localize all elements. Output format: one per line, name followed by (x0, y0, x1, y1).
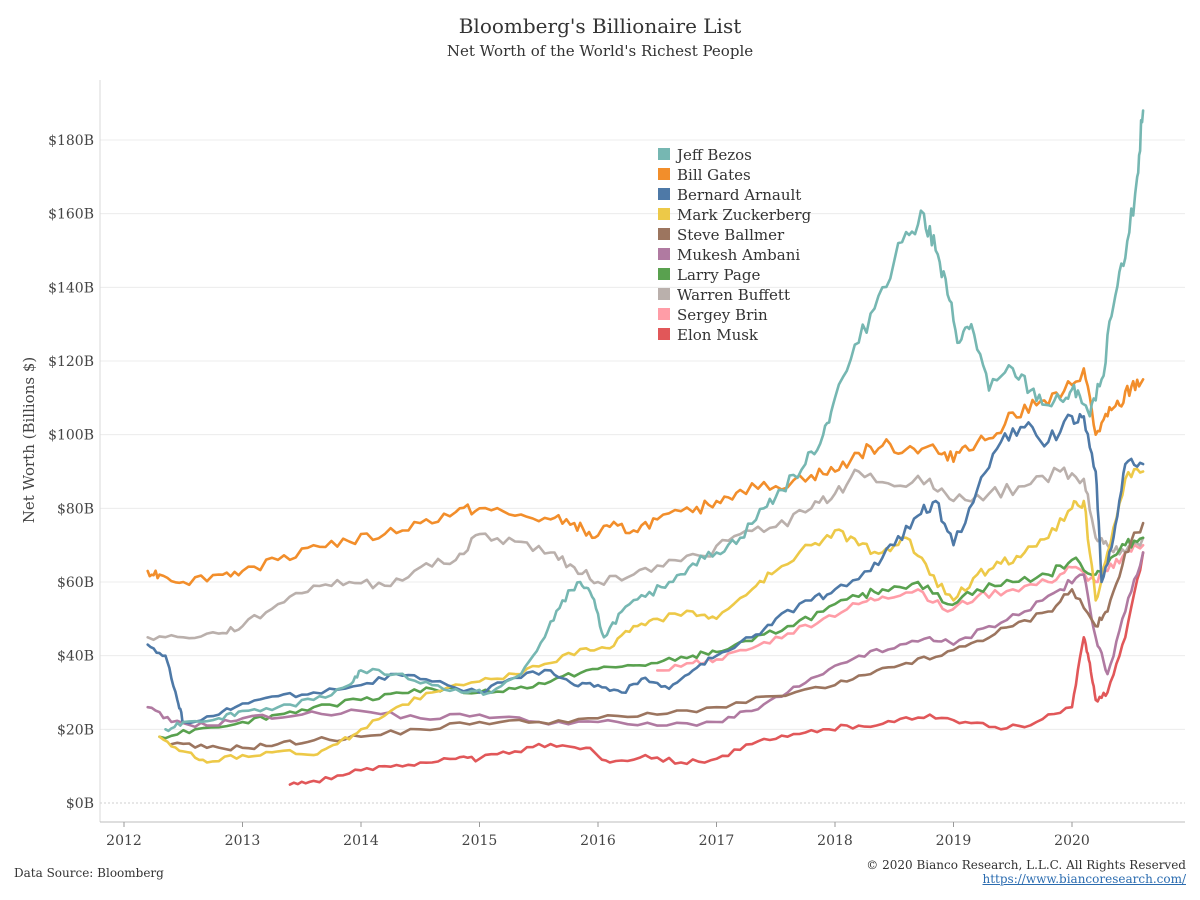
legend-swatch-mukesh-ambani (658, 248, 670, 260)
legend-swatch-mark-zuckerberg (658, 208, 670, 220)
x-tick-label: 2017 (699, 833, 735, 849)
legend-swatch-bill-gates (658, 168, 670, 180)
legend-label-mark-zuckerberg: Mark Zuckerberg (677, 206, 812, 224)
legend-swatch-steve-ballmer (658, 228, 670, 240)
y-tick-label: $80B (57, 501, 94, 517)
series-line-steve-ballmer (170, 521, 1145, 752)
chart-subtitle: Net Worth of the World's Richest People (446, 42, 754, 60)
legend-swatch-bernard-arnault (658, 188, 670, 200)
y-axis-label: Net Worth (Billions $) (20, 357, 38, 523)
y-tick-label: $100B (48, 428, 94, 444)
legend-label-bill-gates: Bill Gates (677, 166, 751, 184)
x-tick-label: 2015 (462, 833, 498, 849)
legend-label-larry-page: Larry Page (677, 266, 760, 284)
x-tick-label: 2013 (225, 833, 261, 849)
x-tick-label: 2018 (817, 833, 853, 849)
series-line-warren-buffett (146, 466, 1145, 642)
series-line-bill-gates (146, 367, 1145, 587)
series-line-mukesh-ambani (146, 551, 1145, 729)
legend-label-steve-ballmer: Steve Ballmer (677, 226, 785, 244)
legend-label-sergey-brin: Sergey Brin (677, 306, 768, 324)
y-tick-label: $120B (48, 354, 94, 370)
series-line-jeff-bezos (164, 109, 1145, 733)
y-tick-label: $0B (66, 796, 94, 812)
x-tick-label: 2019 (936, 833, 972, 849)
x-tick-label: 2020 (1054, 833, 1090, 849)
legend-swatch-jeff-bezos (658, 148, 670, 160)
legend-swatch-larry-page (658, 268, 670, 280)
website-link[interactable]: https://www.biancoresearch.com/ (982, 872, 1186, 886)
data-source-note: Data Source: Bloomberg (14, 866, 164, 880)
y-tick-label: $180B (48, 133, 94, 149)
y-tick-label: $160B (48, 207, 94, 223)
x-tick-label: 2016 (580, 833, 616, 849)
legend-label-jeff-bezos: Jeff Bezos (675, 146, 752, 164)
legend-label-bernard-arnault: Bernard Arnault (677, 186, 801, 204)
chart-title: Bloomberg's Billionaire List (458, 14, 742, 38)
y-tick-label: $20B (57, 722, 94, 738)
x-tick-label: 2012 (106, 833, 142, 849)
legend-swatch-sergey-brin (658, 308, 670, 320)
legend-swatch-elon-musk (658, 328, 670, 340)
legend-label-warren-buffett: Warren Buffett (677, 286, 790, 304)
series-line-elon-musk (288, 551, 1145, 786)
legend-label-elon-musk: Elon Musk (677, 326, 759, 344)
series-line-larry-page (158, 536, 1145, 740)
series-line-bernard-arnault (146, 412, 1145, 725)
y-tick-label: $60B (57, 575, 94, 591)
y-tick-label: $40B (57, 649, 94, 665)
x-tick-label: 2014 (343, 833, 379, 849)
copyright-note: © 2020 Bianco Research, L.L.C. All Right… (866, 858, 1186, 872)
y-tick-label: $140B (48, 280, 94, 296)
legend-swatch-warren-buffett (658, 288, 670, 300)
series-line-sergey-brin (656, 543, 1145, 672)
series-line-mark-zuckerberg (158, 467, 1145, 764)
legend-label-mukesh-ambani: Mukesh Ambani (677, 246, 800, 264)
